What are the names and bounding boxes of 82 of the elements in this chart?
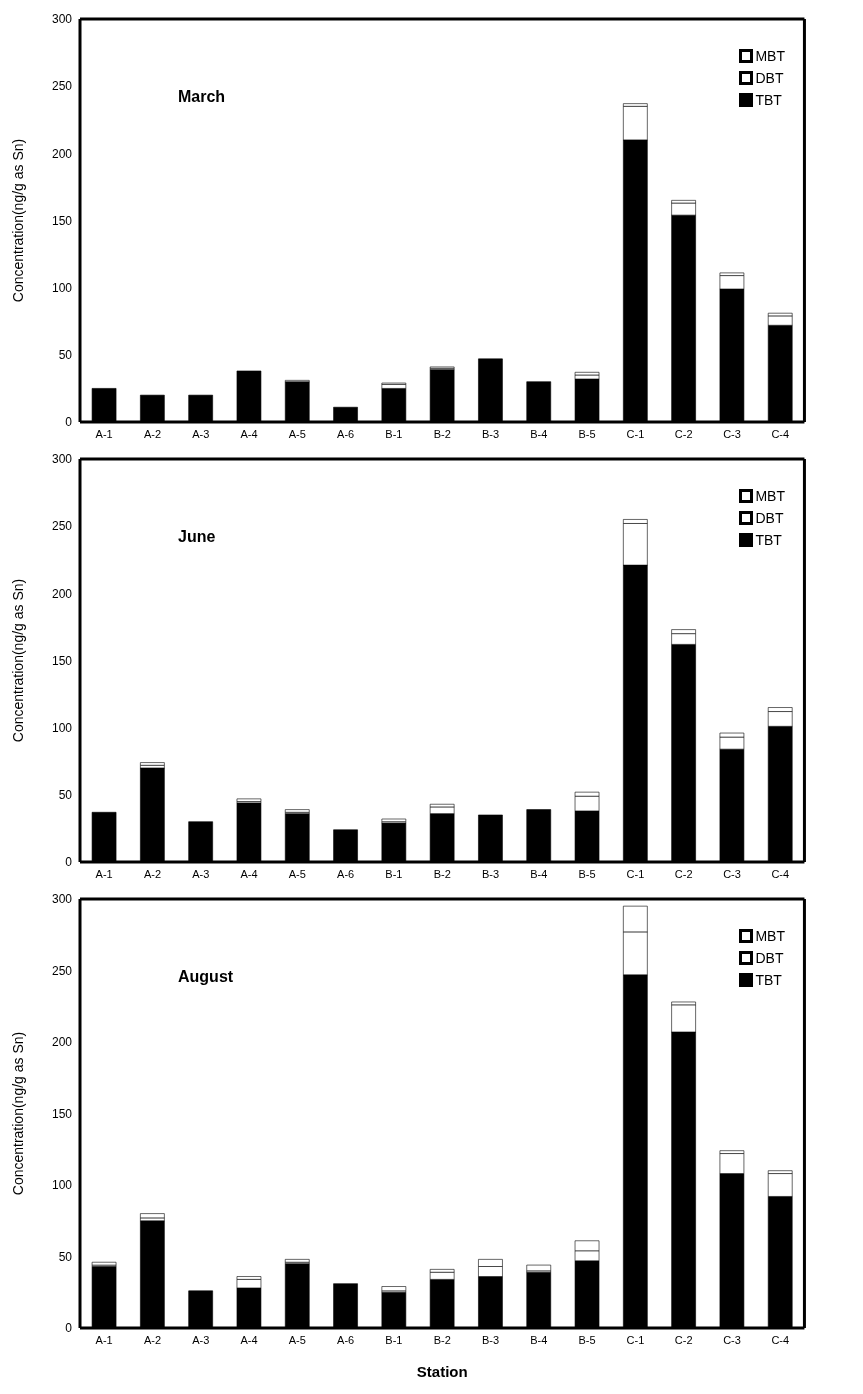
x-tick-label: A-6 — [337, 1333, 355, 1346]
x-tick-label: A-6 — [337, 867, 355, 880]
x-tick-label: B-4 — [530, 427, 548, 440]
y-tick-label: 250 — [51, 963, 73, 978]
legend-label: DBT — [755, 950, 784, 966]
x-tick-label: B-1 — [385, 867, 403, 880]
x-tick-label: C-4 — [771, 867, 790, 880]
y-tick-label: 300 — [51, 892, 73, 907]
x-axis-title: Station — [416, 1362, 468, 1380]
x-tick-label: C-4 — [771, 427, 790, 440]
x-tick-label: B-3 — [481, 427, 500, 440]
x-tick-label: A-4 — [240, 867, 258, 880]
y-tick-label: 250 — [51, 79, 73, 94]
x-tick-label: A-3 — [192, 1333, 210, 1346]
x-tick-label: A-1 — [95, 427, 113, 440]
y-tick-label: 300 — [51, 12, 73, 27]
x-tick-label: C-2 — [674, 427, 693, 440]
x-tick-label: C-2 — [674, 867, 693, 880]
y-tick-label: 150 — [51, 213, 73, 228]
text: March — [178, 88, 226, 106]
legend-label: MBT — [755, 928, 785, 944]
y-tick-label: 50 — [58, 1249, 73, 1264]
x-tick-label: C-3 — [723, 1333, 741, 1346]
legend-label: TBT — [755, 92, 782, 108]
x-tick-label: A-2 — [143, 867, 162, 880]
x-tick-label: A-2 — [143, 1333, 162, 1346]
legend-label: TBT — [755, 972, 782, 988]
x-tick-label: C-1 — [626, 427, 645, 440]
x-tick-label: A-4 — [240, 1333, 258, 1346]
x-tick-label: A-3 — [192, 867, 210, 880]
x-tick-label: B-4 — [530, 1333, 548, 1346]
x-tick-label: C-4 — [771, 1333, 790, 1346]
legend-label: DBT — [755, 70, 784, 86]
y-tick-label: 200 — [51, 586, 73, 601]
text: June — [178, 528, 216, 546]
x-tick-label: A-6 — [337, 427, 355, 440]
y-tick-label: 0 — [65, 1321, 73, 1336]
y-tick-label: 150 — [51, 653, 73, 668]
x-tick-label: C-3 — [723, 867, 741, 880]
y-tick-label: 0 — [65, 415, 73, 430]
y-tick-label: 250 — [51, 519, 73, 534]
y-tick-label: 150 — [51, 1106, 73, 1121]
x-tick-label: A-1 — [95, 1333, 113, 1346]
text: August — [178, 968, 234, 986]
x-tick-label: B-3 — [481, 1333, 500, 1346]
x-tick-label: B-5 — [578, 1333, 596, 1346]
x-tick-label: C-1 — [626, 1333, 645, 1346]
x-tick-label: B-3 — [481, 867, 500, 880]
x-tick-label: C-1 — [626, 867, 645, 880]
y-tick-label: 100 — [51, 1178, 73, 1193]
y-axis-title: Concentration(ng/g as Sn) — [9, 138, 26, 303]
legend-label: TBT — [755, 532, 782, 548]
y-axis-title: Concentration(ng/g as Sn) — [9, 578, 26, 743]
x-tick-label: C-2 — [674, 1333, 693, 1346]
y-tick-label: 300 — [51, 452, 73, 467]
y-tick-label: 0 — [65, 855, 73, 870]
x-tick-label: B-5 — [578, 867, 596, 880]
legend-label: DBT — [755, 510, 784, 526]
x-tick-label: B-2 — [433, 1333, 451, 1346]
x-tick-label: A-5 — [288, 427, 306, 440]
x-tick-label: A-2 — [143, 427, 162, 440]
y-tick-label: 200 — [51, 146, 73, 161]
legend-label: MBT — [755, 48, 785, 64]
y-tick-label: 50 — [58, 788, 73, 803]
y-tick-label: 50 — [58, 348, 73, 363]
x-tick-label: C-3 — [723, 427, 741, 440]
x-tick-label: A-4 — [240, 427, 258, 440]
x-tick-label: A-5 — [288, 867, 306, 880]
x-tick-label: A-3 — [192, 427, 210, 440]
x-tick-label: A-5 — [288, 1333, 306, 1346]
y-tick-label: 200 — [51, 1035, 73, 1050]
x-tick-label: B-5 — [578, 427, 596, 440]
x-tick-label: B-1 — [385, 1333, 403, 1346]
x-tick-label: B-2 — [433, 427, 451, 440]
legend-label: MBT — [755, 488, 785, 504]
x-tick-label: B-2 — [433, 867, 451, 880]
y-tick-label: 100 — [51, 720, 73, 735]
x-tick-label: B-1 — [385, 427, 403, 440]
x-tick-label: B-4 — [530, 867, 548, 880]
x-tick-label: A-1 — [95, 867, 113, 880]
y-tick-label: 100 — [51, 280, 73, 295]
y-axis-title: Concentration(ng/g as Sn) — [9, 1031, 26, 1196]
